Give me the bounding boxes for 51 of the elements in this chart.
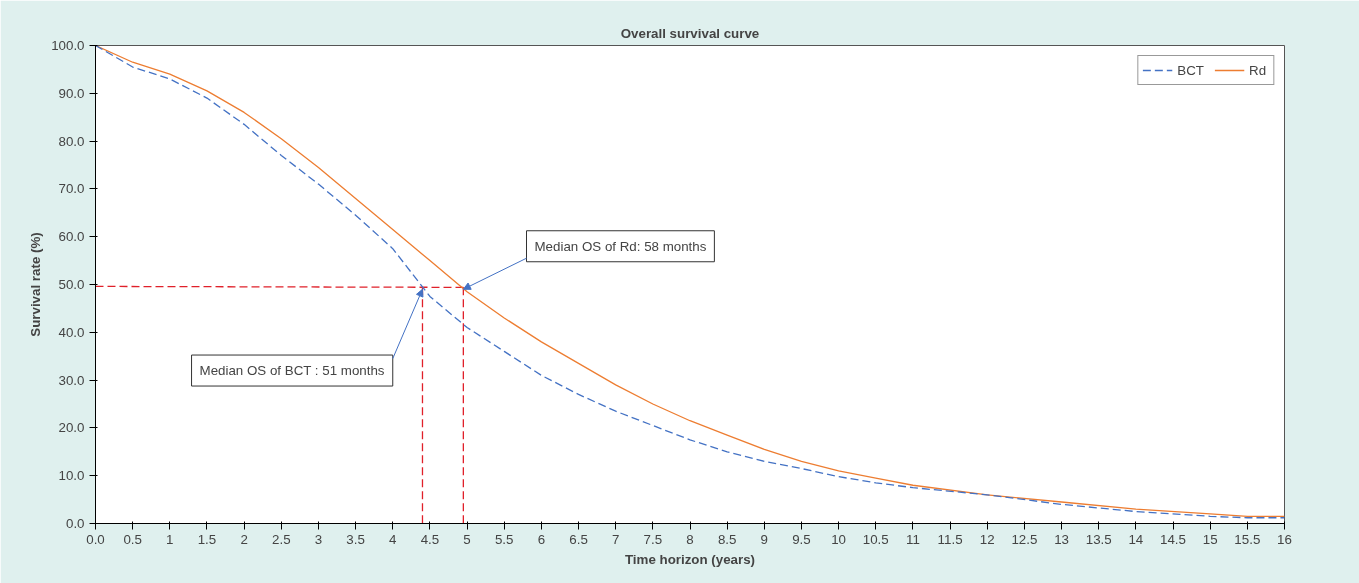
chart-title: Overall survival curve bbox=[620, 25, 760, 41]
x-axis-title: Time horizon (years) bbox=[624, 551, 756, 567]
x-tick-label: 0.5 bbox=[123, 531, 142, 547]
x-tick-label: 3 bbox=[314, 531, 323, 547]
x-tick-label: 16 bbox=[1277, 531, 1292, 547]
x-tick-label: 8.5 bbox=[717, 531, 737, 547]
x-tick-label: 1 bbox=[166, 531, 174, 547]
x-tick-label: 0.0 bbox=[86, 531, 105, 547]
x-tick-label: 12.5 bbox=[1011, 531, 1038, 547]
legend-label: BCT bbox=[1177, 62, 1204, 78]
x-tick-label: 12 bbox=[979, 531, 995, 547]
x-tick-label: 1.5 bbox=[197, 531, 217, 547]
x-tick-label: 7 bbox=[611, 531, 620, 547]
x-tick-label: 10 bbox=[831, 531, 847, 547]
x-tick-label: 10.5 bbox=[862, 531, 889, 547]
x-tick-label: 9 bbox=[760, 531, 769, 547]
y-axis-title: Survival rate (%) bbox=[28, 232, 44, 337]
x-tick-label: 2.5 bbox=[272, 531, 291, 547]
x-tick-label: 6 bbox=[537, 531, 546, 547]
annotation: Median OS of Rd: 58 months bbox=[534, 238, 707, 254]
x-tick-label: 4.5 bbox=[420, 531, 440, 547]
y-tick-label: 80.0 bbox=[58, 133, 85, 149]
y-tick-label: 50.0 bbox=[58, 277, 85, 292]
x-tick-label: 8 bbox=[686, 531, 694, 547]
annotation: Median OS of BCT : 51 months bbox=[199, 363, 385, 379]
x-tick-label: 15.5 bbox=[1234, 531, 1261, 547]
y-tick-label: 0.0 bbox=[65, 516, 85, 531]
x-tick-label: 4 bbox=[389, 531, 398, 547]
x-tick-label: 13.5 bbox=[1085, 531, 1112, 547]
x-tick-label: 3.5 bbox=[346, 531, 365, 547]
x-tick-label: 14 bbox=[1128, 531, 1144, 547]
legend-label: Rd bbox=[1249, 62, 1268, 78]
x-tick-label: 11 bbox=[906, 531, 920, 547]
x-tick-label: 5.5 bbox=[494, 531, 514, 547]
y-tick-label: 60.0 bbox=[58, 229, 85, 245]
y-tick-label: 10.0 bbox=[58, 468, 85, 484]
x-tick-label: 7.5 bbox=[643, 531, 663, 547]
y-tick-label: 40.0 bbox=[58, 324, 85, 340]
x-tick-label: 13 bbox=[1054, 531, 1069, 547]
x-tick-label: 5 bbox=[463, 531, 471, 547]
y-tick-label: 30.0 bbox=[58, 372, 85, 388]
y-tick-label: 70.0 bbox=[58, 181, 85, 197]
x-tick-label: 11.5 bbox=[937, 531, 963, 547]
y-tick-label: 90.0 bbox=[58, 85, 85, 101]
x-tick-label: 15 bbox=[1202, 531, 1218, 547]
x-tick-label: 14.5 bbox=[1160, 531, 1187, 547]
y-tick-label: 20.0 bbox=[58, 420, 85, 436]
x-tick-label: 6.5 bbox=[569, 531, 588, 547]
y-tick-label: 100.0 bbox=[51, 38, 85, 53]
x-tick-label: 9.5 bbox=[792, 531, 811, 547]
x-tick-label: 2 bbox=[240, 531, 248, 547]
